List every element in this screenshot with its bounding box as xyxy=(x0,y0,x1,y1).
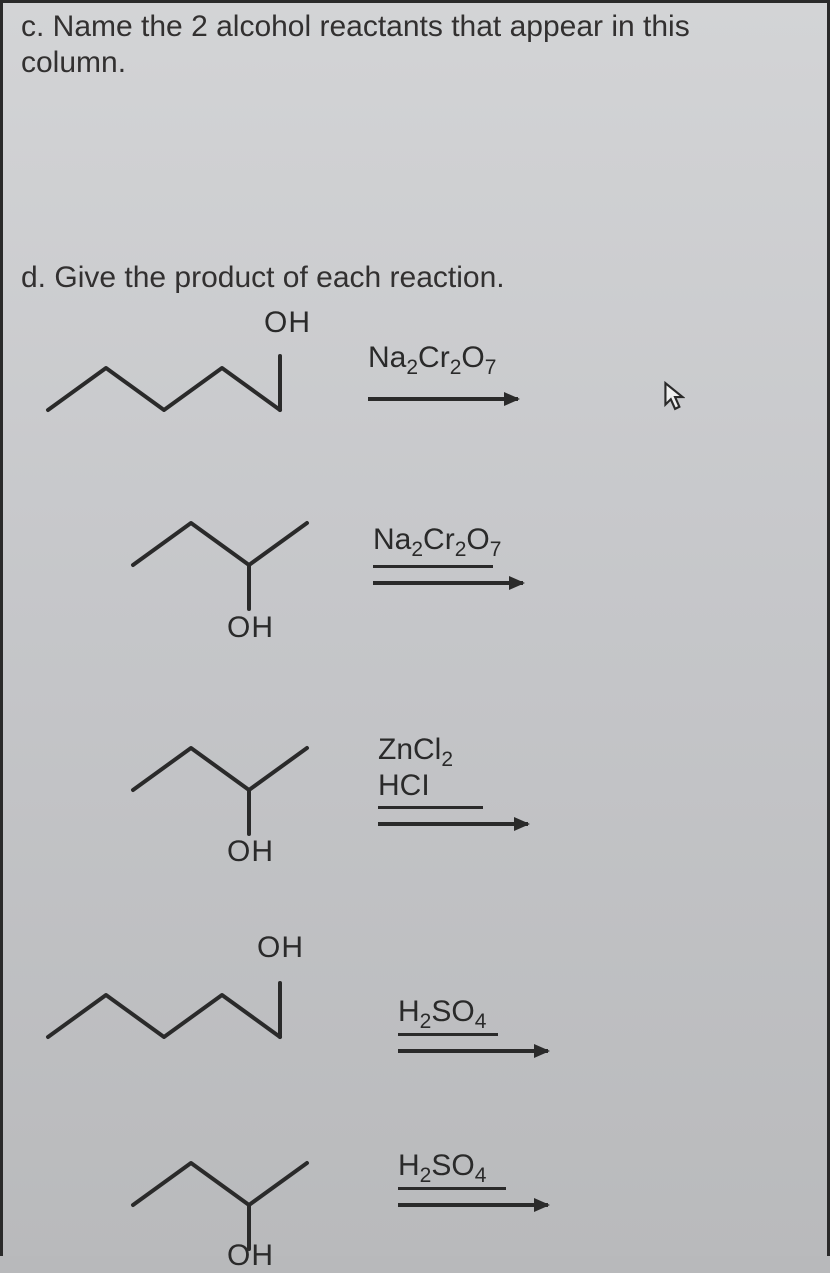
underline-3 xyxy=(378,806,483,809)
underline-2 xyxy=(373,565,493,568)
oh-label-1: OH xyxy=(264,306,311,340)
reagent-1: Na2Cr2O7 xyxy=(368,341,496,380)
reagent-2: Na2Cr2O7 xyxy=(373,523,501,562)
molecule-2 xyxy=(123,513,353,623)
arrow-2 xyxy=(373,581,523,585)
question-c-line1: c. Name the 2 alcohol reactants that app… xyxy=(21,9,690,45)
question-d-line1: d. Give the product of each reaction. xyxy=(21,260,505,296)
oh-label-5: OH xyxy=(227,1239,274,1273)
oh-label-3: OH xyxy=(227,835,274,869)
molecule-3 xyxy=(123,738,353,848)
reagent-4: H2SO4 xyxy=(398,995,486,1034)
underline-5 xyxy=(398,1187,506,1190)
reagent-3-top: ZnCl2 xyxy=(378,733,453,772)
molecule-1 xyxy=(38,338,298,428)
reagent-3-bot: HCI xyxy=(378,769,430,803)
arrow-5 xyxy=(398,1203,548,1207)
molecule-4 xyxy=(38,965,298,1055)
question-c-line2: column. xyxy=(21,45,126,81)
arrow-3 xyxy=(378,822,528,826)
arrow-4 xyxy=(398,1049,548,1053)
reagent-5: H2SO4 xyxy=(398,1149,486,1188)
arrow-1 xyxy=(368,397,518,401)
oh-label-4: OH xyxy=(257,931,304,965)
cursor-icon xyxy=(663,381,685,411)
underline-4 xyxy=(398,1033,498,1036)
oh-label-2: OH xyxy=(227,611,274,645)
